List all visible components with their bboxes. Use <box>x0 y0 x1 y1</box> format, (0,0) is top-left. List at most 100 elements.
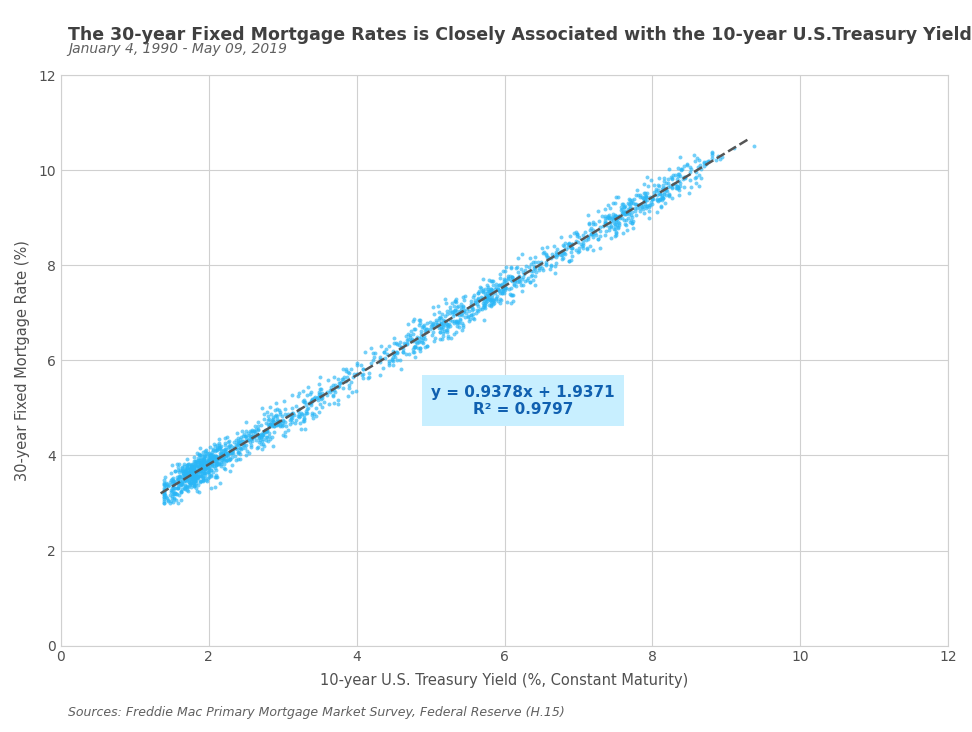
Point <box>453 305 469 317</box>
Point <box>183 464 198 476</box>
Point <box>164 477 180 489</box>
Point <box>216 452 231 464</box>
Point <box>381 357 397 369</box>
Point <box>565 238 580 250</box>
Point <box>640 200 655 212</box>
Point <box>206 451 222 463</box>
Point <box>187 467 202 479</box>
Point <box>202 450 218 462</box>
Point <box>508 280 524 291</box>
Point <box>202 449 218 461</box>
Point <box>251 431 266 443</box>
Point <box>670 182 685 193</box>
Point <box>528 266 543 277</box>
Point <box>326 384 341 396</box>
Point <box>202 452 218 464</box>
Point <box>417 341 433 353</box>
Point <box>579 231 595 242</box>
Point <box>672 171 687 182</box>
Point <box>498 281 513 293</box>
Point <box>386 348 401 359</box>
Point <box>403 334 419 346</box>
Point <box>435 327 451 339</box>
Point <box>341 367 357 378</box>
Point <box>212 439 227 451</box>
Point <box>656 175 672 187</box>
Point <box>156 490 172 502</box>
Point <box>437 310 453 322</box>
Point <box>187 471 202 482</box>
Point <box>254 443 269 455</box>
Point <box>193 470 209 482</box>
Point <box>651 173 667 184</box>
Point <box>292 403 307 415</box>
Point <box>180 453 195 465</box>
Point <box>195 467 211 479</box>
Point <box>189 458 204 469</box>
Point <box>172 465 188 477</box>
Point <box>168 482 184 493</box>
Point <box>631 199 646 211</box>
Point <box>669 182 684 193</box>
Point <box>439 318 455 329</box>
Point <box>378 343 394 355</box>
Point <box>173 476 189 488</box>
Point <box>466 288 481 300</box>
Point <box>197 474 213 486</box>
Point <box>399 338 415 350</box>
Point <box>235 435 251 447</box>
Point <box>282 414 297 425</box>
Point <box>259 431 274 443</box>
Point <box>658 182 674 193</box>
Point <box>213 458 228 469</box>
Point <box>434 318 450 329</box>
Point <box>258 425 273 437</box>
Point <box>677 160 692 172</box>
Point <box>600 199 615 211</box>
Point <box>180 463 195 474</box>
Point <box>568 225 583 237</box>
Point <box>188 460 203 471</box>
Point <box>167 487 183 498</box>
Point <box>680 187 696 198</box>
Point <box>284 402 299 414</box>
Point <box>196 455 212 466</box>
Point <box>490 283 505 295</box>
Point <box>475 301 491 313</box>
Point <box>574 240 590 252</box>
Point <box>622 200 638 212</box>
Point <box>410 342 426 354</box>
Point <box>176 469 191 481</box>
Point <box>203 457 219 468</box>
Point <box>518 260 534 272</box>
Point <box>204 453 220 465</box>
Point <box>176 475 191 487</box>
Point <box>643 193 659 204</box>
Point <box>485 294 501 306</box>
Point <box>253 429 268 441</box>
Point <box>166 487 182 498</box>
Point <box>204 447 220 458</box>
Point <box>333 376 349 388</box>
Point <box>638 200 653 212</box>
Point <box>197 463 213 475</box>
Point <box>615 208 631 220</box>
Point <box>465 304 480 315</box>
Point <box>248 423 263 435</box>
Point <box>459 303 474 315</box>
Point <box>548 246 564 258</box>
Point <box>514 247 530 259</box>
Point <box>567 227 582 239</box>
Point <box>362 372 377 384</box>
Point <box>193 470 209 482</box>
Point <box>674 163 689 175</box>
Point <box>311 389 327 400</box>
Point <box>186 474 201 486</box>
Point <box>256 428 271 440</box>
Point <box>180 468 195 480</box>
Point <box>585 231 601 242</box>
Point <box>215 445 230 457</box>
Point <box>479 292 495 304</box>
Point <box>223 465 238 477</box>
Point <box>285 389 300 401</box>
